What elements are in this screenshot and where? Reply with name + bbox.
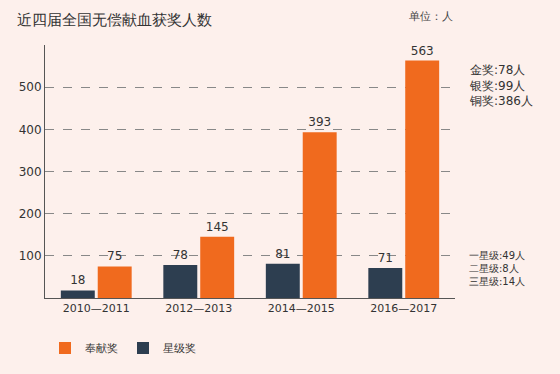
- svg-text:400: 400: [19, 123, 42, 137]
- svg-text:2010—2011: 2010—2011: [63, 302, 130, 315]
- svg-text:81: 81: [275, 247, 290, 261]
- svg-text:563: 563: [411, 44, 434, 58]
- svg-text:145: 145: [206, 220, 229, 234]
- svg-text:2016—2017: 2016—2017: [370, 302, 437, 315]
- svg-text:78: 78: [173, 248, 188, 262]
- svg-text:近四届全国无偿献血获奖人数: 近四届全国无偿献血获奖人数: [17, 11, 212, 29]
- svg-text:18: 18: [70, 273, 85, 287]
- svg-text:星级奖: 星级奖: [163, 342, 196, 355]
- svg-text:一星级:49人二星级:8人三星级:14人: 一星级:49人二星级:8人三星级:14人: [469, 250, 525, 287]
- svg-text:单位：人: 单位：人: [409, 10, 453, 23]
- svg-text:2012—2013: 2012—2013: [165, 302, 232, 315]
- svg-text:393: 393: [308, 115, 331, 129]
- svg-text:200: 200: [19, 207, 42, 221]
- svg-text:300: 300: [19, 165, 42, 179]
- svg-text:奉献奖: 奉献奖: [85, 342, 118, 355]
- svg-text:500: 500: [19, 80, 42, 94]
- svg-text:71: 71: [378, 251, 393, 265]
- svg-text:2014—2015: 2014—2015: [268, 302, 335, 315]
- svg-text:金奖:78人银奖:99人铜奖:386人: 金奖:78人银奖:99人铜奖:386人: [469, 63, 533, 108]
- svg-text:100: 100: [19, 249, 42, 263]
- svg-text:75: 75: [107, 249, 122, 263]
